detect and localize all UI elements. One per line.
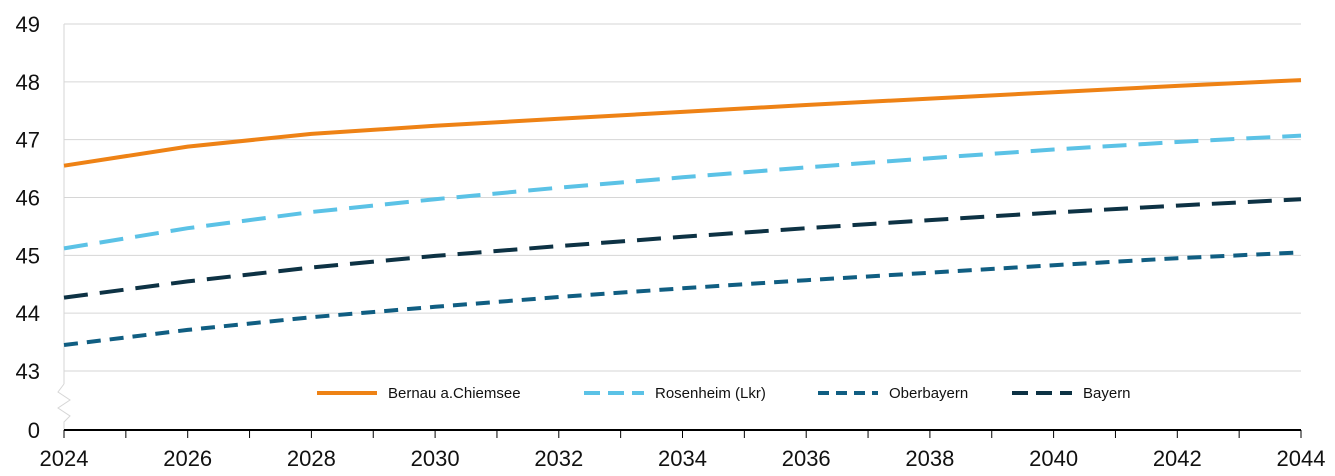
x-tick-label: 2040 [1029, 446, 1078, 471]
x-tick-label: 2036 [782, 446, 831, 471]
grid-layer [64, 23, 1301, 372]
y-tick-label: 46 [16, 186, 40, 211]
x-tick-label: 2032 [534, 446, 583, 471]
x-tick-label: 2030 [411, 446, 460, 471]
legend-label: Bayern [1083, 385, 1131, 402]
series-layer [63, 78, 1302, 347]
legend-label: Oberbayern [889, 385, 968, 402]
y-tick-label: 49 [16, 12, 40, 37]
series-line-rosenheim-lkr- [63, 133, 1302, 251]
series-line-oberbayern [63, 250, 1302, 347]
x-tick-label: 2026 [163, 446, 212, 471]
axis-break-marker [57, 383, 71, 430]
series-line-bayern [63, 197, 1302, 300]
y-tick-label: 48 [16, 70, 40, 95]
y-tick-label: 47 [16, 128, 40, 153]
x-tick-label: 2038 [905, 446, 954, 471]
y-tick-label: 43 [16, 359, 40, 384]
legend-label: Rosenheim (Lkr) [655, 385, 766, 402]
x-tick-label: 2024 [40, 446, 89, 471]
y-tick-label: 0 [28, 418, 40, 443]
series-line-bernau-a-chiemsee [63, 78, 1302, 168]
legend-label: Bernau a.Chiemsee [388, 385, 521, 402]
axis-layer: 2024 2026 2028 2030 2032 2034 2036 2038 2040 2042… [16, 12, 1326, 471]
x-tick-label: 2028 [287, 446, 336, 471]
x-tick-label: 2034 [658, 446, 707, 471]
x-tick-label: 2044 [1277, 446, 1326, 471]
y-tick-label: 45 [16, 243, 40, 268]
y-tick-label: 44 [16, 301, 40, 326]
x-tick-label: 2042 [1153, 446, 1202, 471]
legend: Bernau a.Chiemsee Rosenheim (Lkr) Oberbaye… [317, 385, 1131, 402]
